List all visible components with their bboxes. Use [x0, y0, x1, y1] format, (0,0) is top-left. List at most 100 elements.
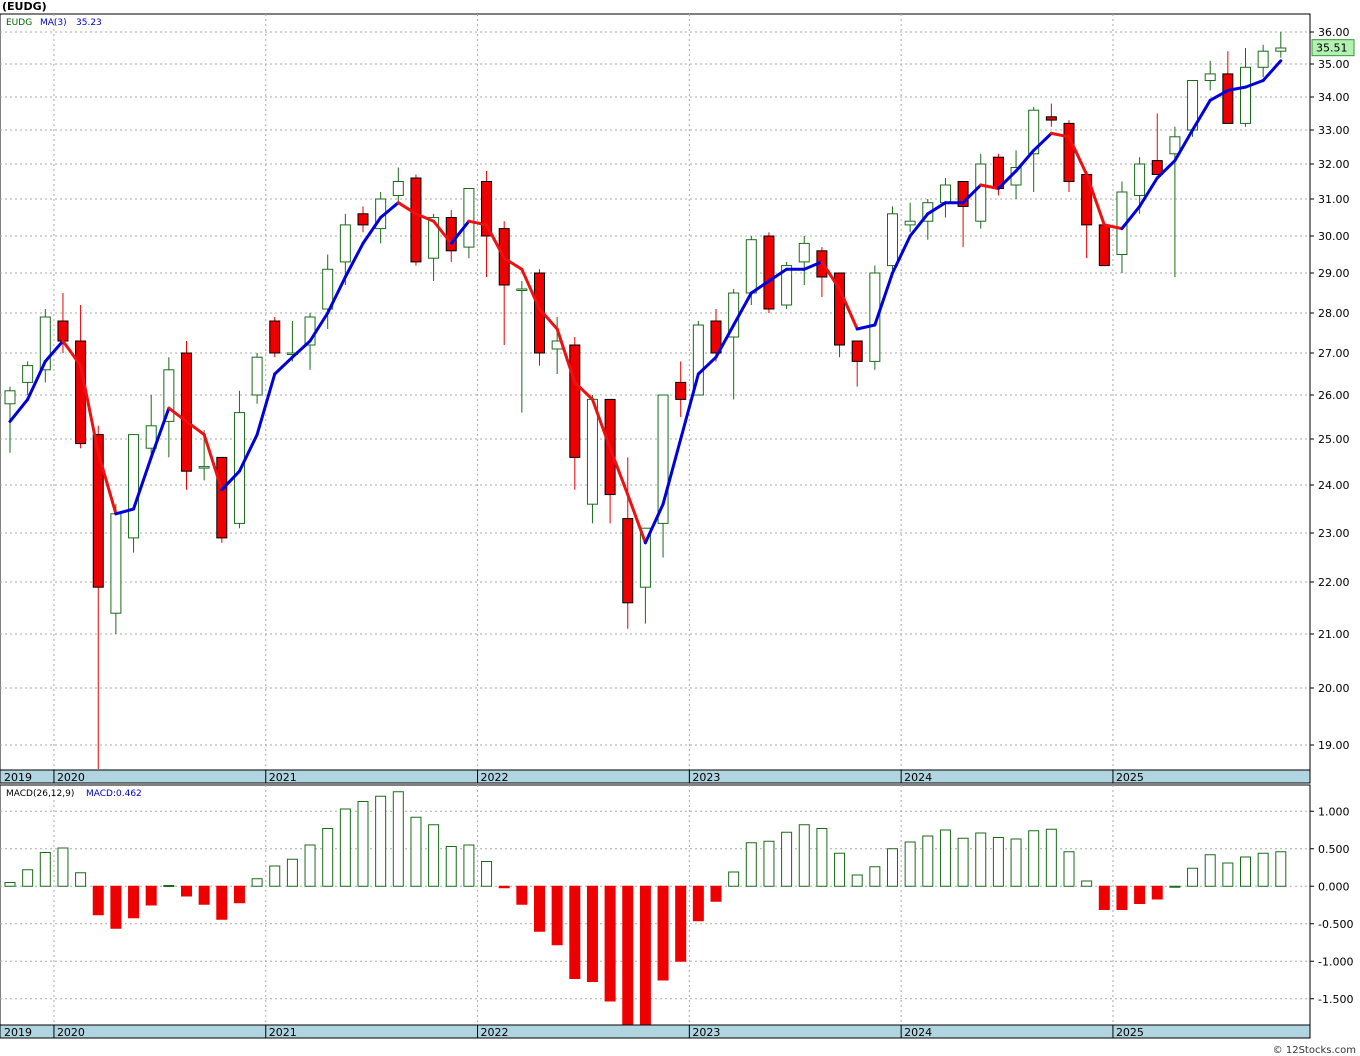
macd-bar-positive	[339, 808, 351, 887]
candle-down	[269, 320, 281, 354]
macd-bar-negative	[1134, 885, 1146, 904]
ma3-segment	[255, 372, 277, 437]
candle-up	[1275, 47, 1287, 52]
ma3-segment	[1191, 98, 1212, 132]
macd-bar-positive	[39, 852, 51, 887]
ma3-segment	[132, 455, 153, 511]
year-label: 2023	[692, 771, 720, 784]
candle-down	[57, 320, 69, 342]
candle-up	[781, 265, 793, 306]
macd-histogram	[4, 791, 1287, 1026]
ma3-segment	[520, 267, 541, 311]
ma3-segment	[767, 267, 789, 283]
macd-bar-positive	[1010, 838, 1022, 887]
price-tick-label: 30.00	[1318, 230, 1350, 243]
year-label: 2025	[1116, 771, 1144, 784]
ma3-segment	[96, 451, 118, 516]
ma3-segment	[396, 201, 418, 216]
macd-bar-positive	[1169, 885, 1181, 888]
ma3-segment	[873, 271, 894, 327]
macd-bar-positive	[251, 878, 263, 887]
candle-up	[1204, 73, 1216, 82]
candle-down	[763, 235, 775, 310]
candle-down	[1151, 160, 1163, 176]
macd-bar-positive	[75, 872, 87, 887]
year-label: 2020	[57, 771, 85, 784]
candle-up	[869, 272, 881, 362]
ma3-segment	[749, 279, 771, 295]
candle-down	[851, 340, 863, 362]
price-tick-label: 24.00	[1318, 479, 1350, 492]
candle-up	[657, 394, 669, 524]
macd-bar-positive	[781, 831, 793, 887]
candle-down	[216, 456, 228, 539]
price-panel: 19.00 20.00 21.00 22.00 23.00 24.00 25.00 26.00…	[0, 13, 1355, 771]
ma3-segment	[1085, 173, 1106, 227]
macd-bar-positive	[939, 829, 951, 887]
candle-up	[692, 324, 704, 396]
macd-bar-negative	[710, 885, 722, 902]
macd-bar-positive	[410, 816, 422, 887]
candle-down	[445, 217, 457, 252]
candle-up	[428, 217, 440, 259]
price-tick-label: 29.00	[1318, 267, 1350, 280]
candle-up	[39, 316, 51, 371]
macd-bar-positive	[269, 865, 281, 887]
macd-bar-positive	[763, 840, 775, 887]
candle-up	[4, 390, 16, 405]
candle-down	[957, 181, 969, 207]
ma3-segment	[414, 212, 436, 223]
macd-bar-positive	[4, 882, 16, 887]
date-labels-bottom: 2019 2020 2021 2022 2023 2024 2025	[4, 1025, 1144, 1039]
price-tick-label: 20.00	[1318, 682, 1350, 695]
macd-bar-negative	[586, 885, 598, 982]
ma3-segment	[926, 201, 947, 216]
candle-up	[887, 213, 898, 267]
macd-bar-positive	[445, 846, 457, 887]
year-label: 2019	[4, 771, 32, 784]
candle-down	[75, 340, 87, 445]
ma3-segment	[1208, 88, 1230, 102]
year-label: 2022	[481, 1026, 509, 1039]
candle-up	[1257, 50, 1269, 68]
macd-panel: 1.000 0.500 0.000 -0.500 -1.000 -1.500 MACD(2…	[0, 784, 1353, 1026]
macd-bar-positive	[957, 837, 969, 887]
macd-bar-negative	[128, 885, 140, 919]
ma3-segment	[590, 397, 612, 450]
price-tick-label: 34.00	[1318, 91, 1350, 104]
candle-up	[251, 356, 263, 396]
ma3-line	[8, 59, 1283, 545]
price-tick-label: 33.00	[1318, 124, 1350, 137]
candle-up	[463, 188, 475, 248]
macd-bar-negative	[1116, 885, 1128, 910]
date-labels-top: 2019 2020 2021 2022 2023 2024 2025	[4, 770, 1144, 784]
ma3-segment	[1049, 131, 1071, 139]
macd-y-axis: 1.000 0.500 0.000 -0.500 -1.000 -1.500	[1310, 805, 1353, 1006]
ma3-segment	[1102, 223, 1124, 231]
macd-bar-positive	[1204, 854, 1216, 887]
macd-bar-positive	[798, 824, 810, 887]
ma3-segment	[8, 397, 30, 423]
price-y-axis: 19.00 20.00 21.00 22.00 23.00 24.00 25.00 26.00…	[1310, 26, 1350, 752]
year-label: 2022	[481, 771, 509, 784]
macd-bar-negative	[145, 885, 157, 906]
candle-up	[516, 288, 528, 291]
macd-tick-label: -0.500	[1318, 918, 1353, 931]
candle-up	[975, 163, 987, 222]
macd-tick-label: 0.500	[1318, 843, 1350, 856]
candle-up	[128, 434, 140, 539]
macd-legend-label: MACD(26,12,9)	[6, 789, 74, 799]
ma3-segment	[820, 260, 842, 291]
candle-up	[798, 242, 810, 263]
macd-bar-negative	[1151, 885, 1163, 900]
macd-bar-positive	[57, 847, 69, 887]
ma3-segment	[608, 446, 630, 497]
ma3-segment	[1014, 148, 1036, 173]
macd-bar-positive	[286, 858, 298, 887]
macd-bar-positive	[428, 824, 440, 887]
ma3-segment	[838, 287, 859, 331]
ma3-segment	[202, 433, 224, 492]
ma3-segment	[679, 372, 700, 441]
macd-bar-negative	[622, 885, 634, 1026]
price-tick-label: 25.00	[1318, 433, 1350, 446]
